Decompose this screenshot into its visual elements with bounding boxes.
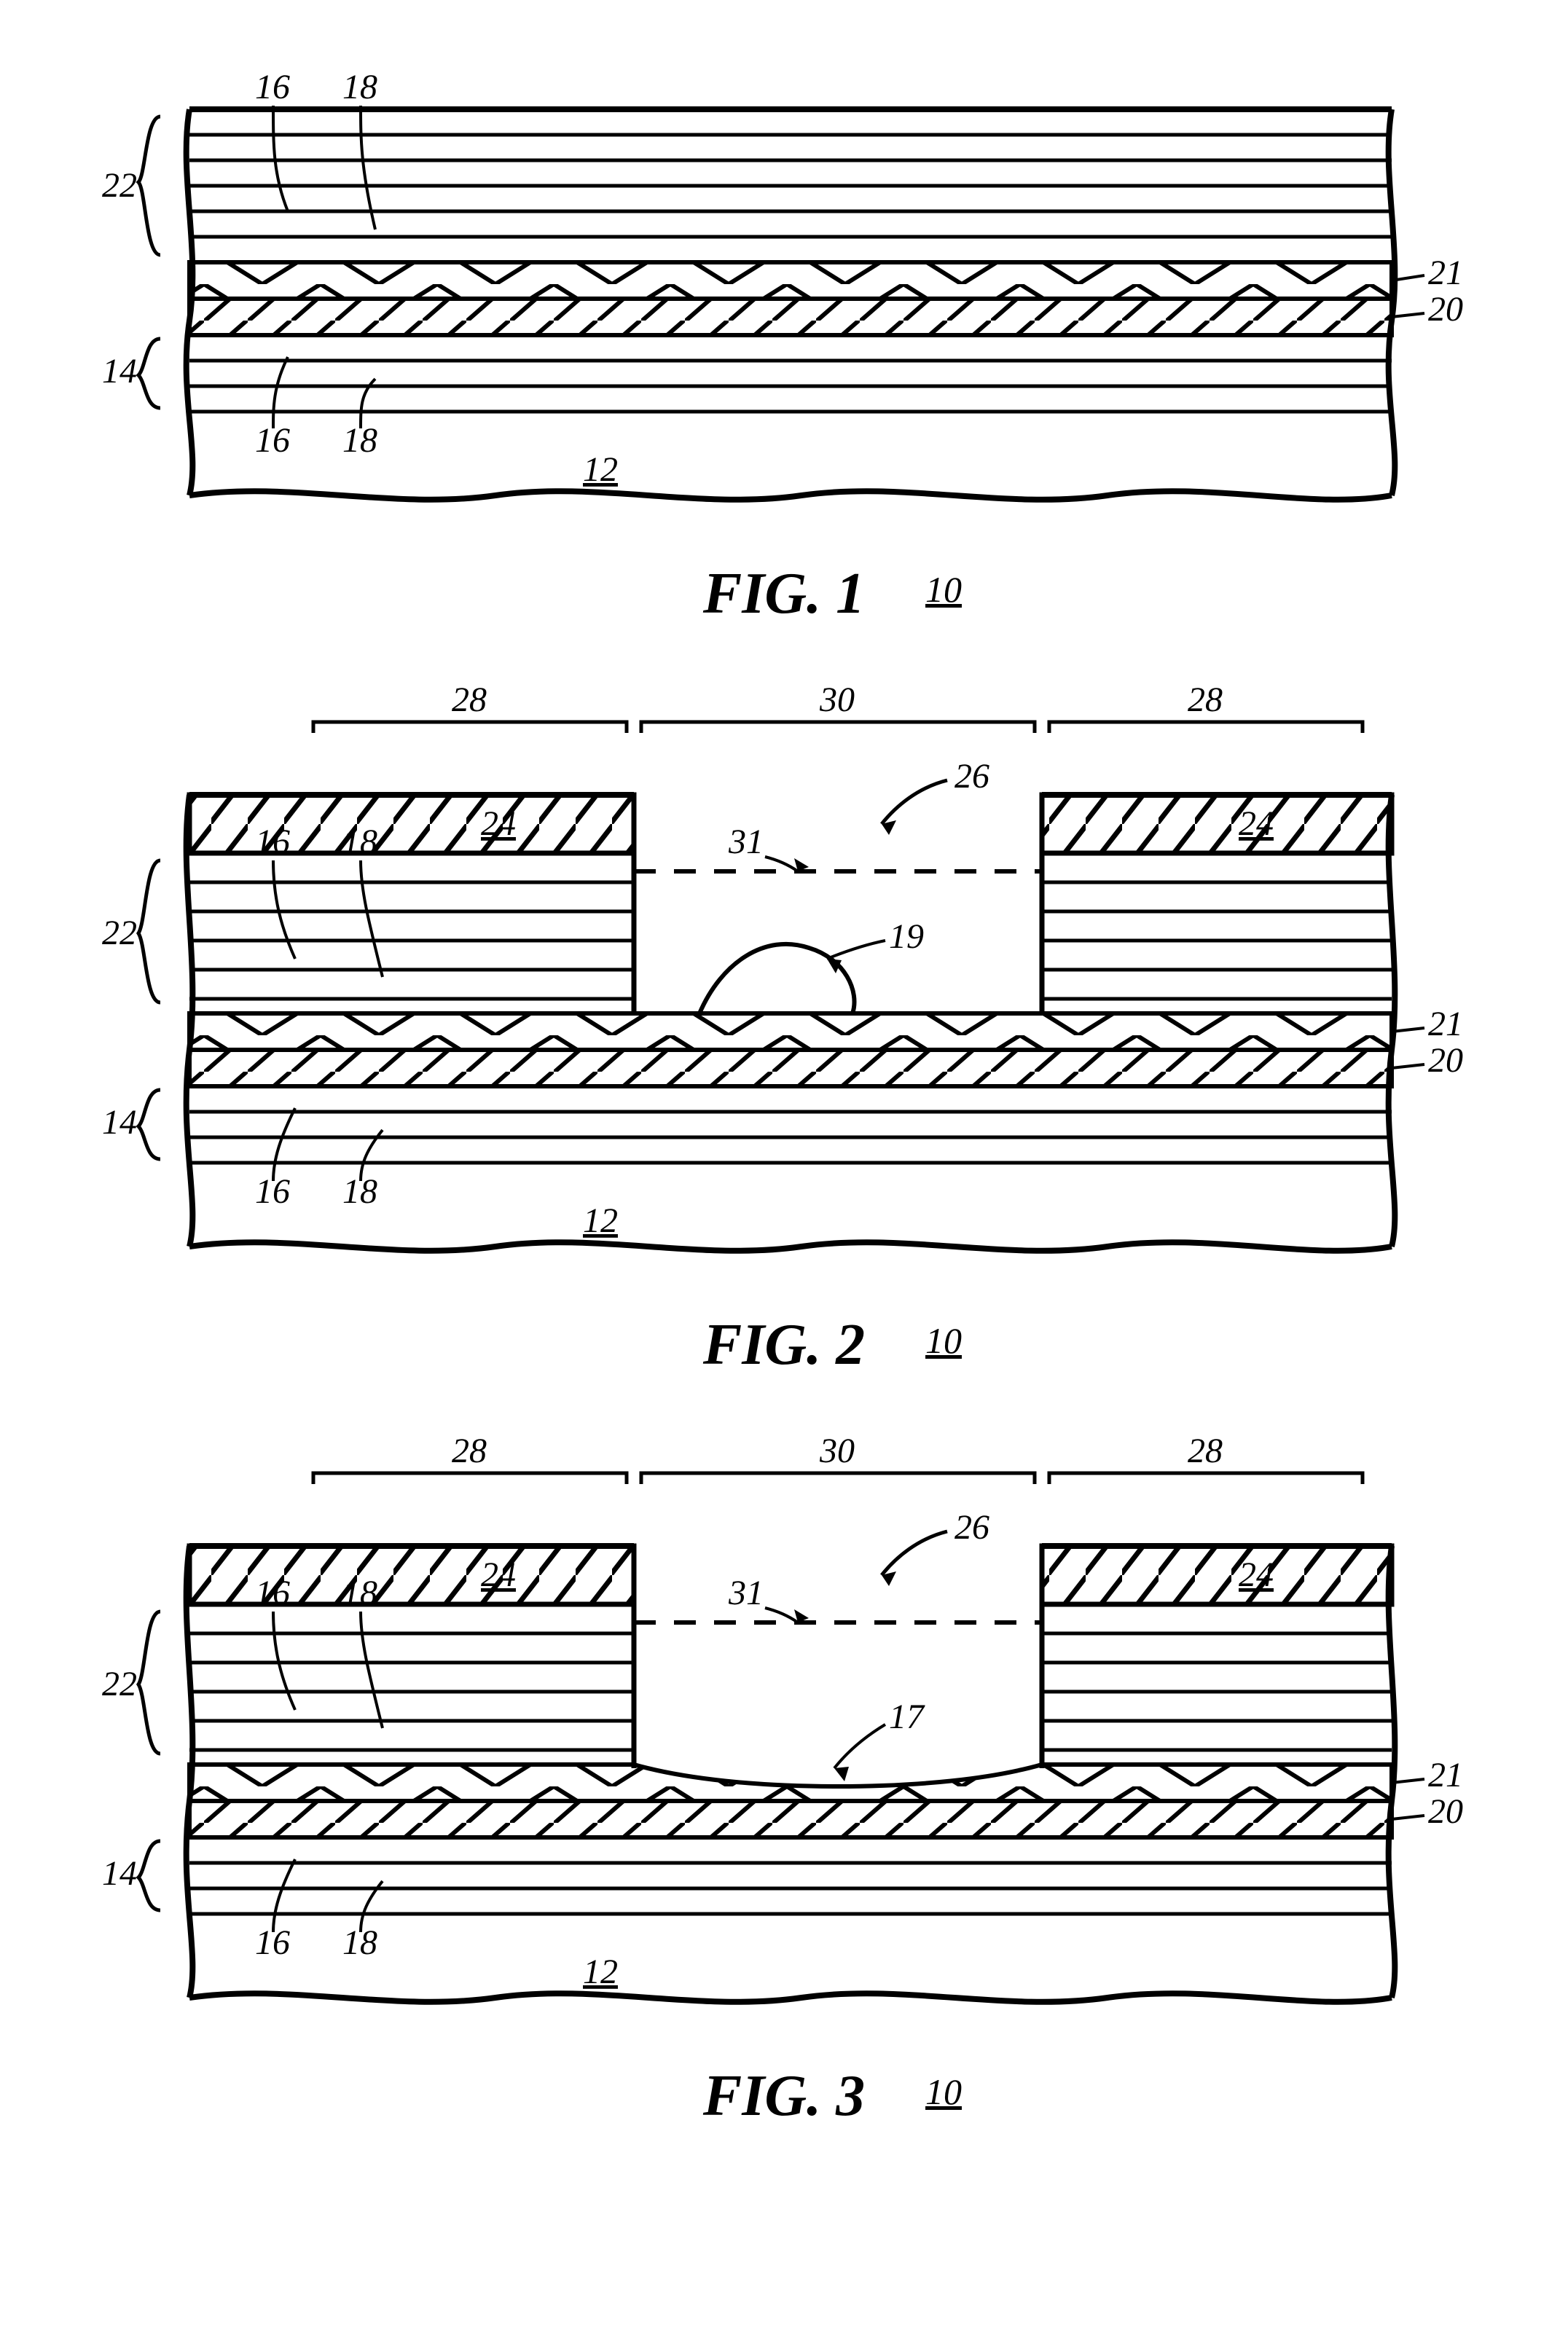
label-28-left3: 28 (452, 1432, 487, 1470)
label-24-right: 24 (1239, 804, 1274, 843)
label-28-right3: 28 (1188, 1432, 1223, 1470)
label-28-right: 28 (1188, 680, 1223, 719)
figure-2: 28 30 28 (29, 671, 1539, 1378)
label-14: 14 (102, 352, 137, 391)
label-12: 12 (583, 450, 618, 489)
label-16-top2: 16 (255, 823, 290, 861)
caption-text: FIG. 1 (703, 562, 865, 626)
figure-2-svg: 28 30 28 (29, 671, 1539, 1305)
device-ref: 10 (925, 1319, 962, 1362)
figure-1-caption: FIG. 1 10 (29, 561, 1539, 627)
label-20-3: 20 (1428, 1792, 1463, 1831)
label-30: 30 (819, 680, 855, 719)
label-20-2: 20 (1428, 1041, 1463, 1080)
figure-3-svg: 28 30 28 (29, 1422, 1539, 2056)
label-22: 22 (102, 166, 137, 205)
device-ref: 10 (925, 2071, 962, 2113)
page: 16 18 22 21 20 14 16 18 12 FIG. 1 10 (29, 29, 1539, 2130)
device-ref: 10 (925, 568, 962, 611)
label-24-left: 24 (481, 804, 516, 843)
label-21-2: 21 (1428, 1005, 1463, 1043)
label-19: 19 (889, 917, 924, 956)
caption-text: FIG. 2 (703, 1313, 865, 1377)
figure-1-svg: 16 18 22 21 20 14 16 18 12 (29, 29, 1539, 554)
label-12-3: 12 (583, 1953, 618, 1991)
label-12-2: 12 (583, 1201, 618, 1240)
figure-3-caption: FIG. 3 10 (29, 2063, 1539, 2130)
label-28-left: 28 (452, 680, 487, 719)
figure-3: 28 30 28 (29, 1422, 1539, 2130)
label-18-top3: 18 (342, 1574, 377, 1612)
label-21: 21 (1428, 254, 1463, 292)
label-26-3: 26 (954, 1508, 989, 1547)
label-21-3: 21 (1428, 1756, 1463, 1794)
label-16-top: 16 (255, 68, 290, 106)
label-14-3: 14 (102, 1854, 137, 1893)
label-16-top3: 16 (255, 1574, 290, 1612)
label-14-2: 14 (102, 1103, 137, 1142)
label-18-top2: 18 (342, 823, 377, 861)
label-26: 26 (954, 757, 989, 796)
figure-1: 16 18 22 21 20 14 16 18 12 FIG. 1 10 (29, 29, 1539, 627)
label-17: 17 (889, 1698, 925, 1736)
label-18-top: 18 (342, 68, 377, 106)
caption-text: FIG. 3 (703, 2064, 865, 2128)
label-20: 20 (1428, 290, 1463, 329)
label-31-3: 31 (728, 1574, 764, 1612)
label-31: 31 (728, 823, 764, 861)
label-30-3: 30 (819, 1432, 855, 1470)
label-22-3: 22 (102, 1665, 137, 1703)
label-24-left3: 24 (481, 1555, 516, 1594)
label-22-2: 22 (102, 914, 137, 952)
figure-2-caption: FIG. 2 10 (29, 1312, 1539, 1378)
label-24-right3: 24 (1239, 1555, 1274, 1594)
